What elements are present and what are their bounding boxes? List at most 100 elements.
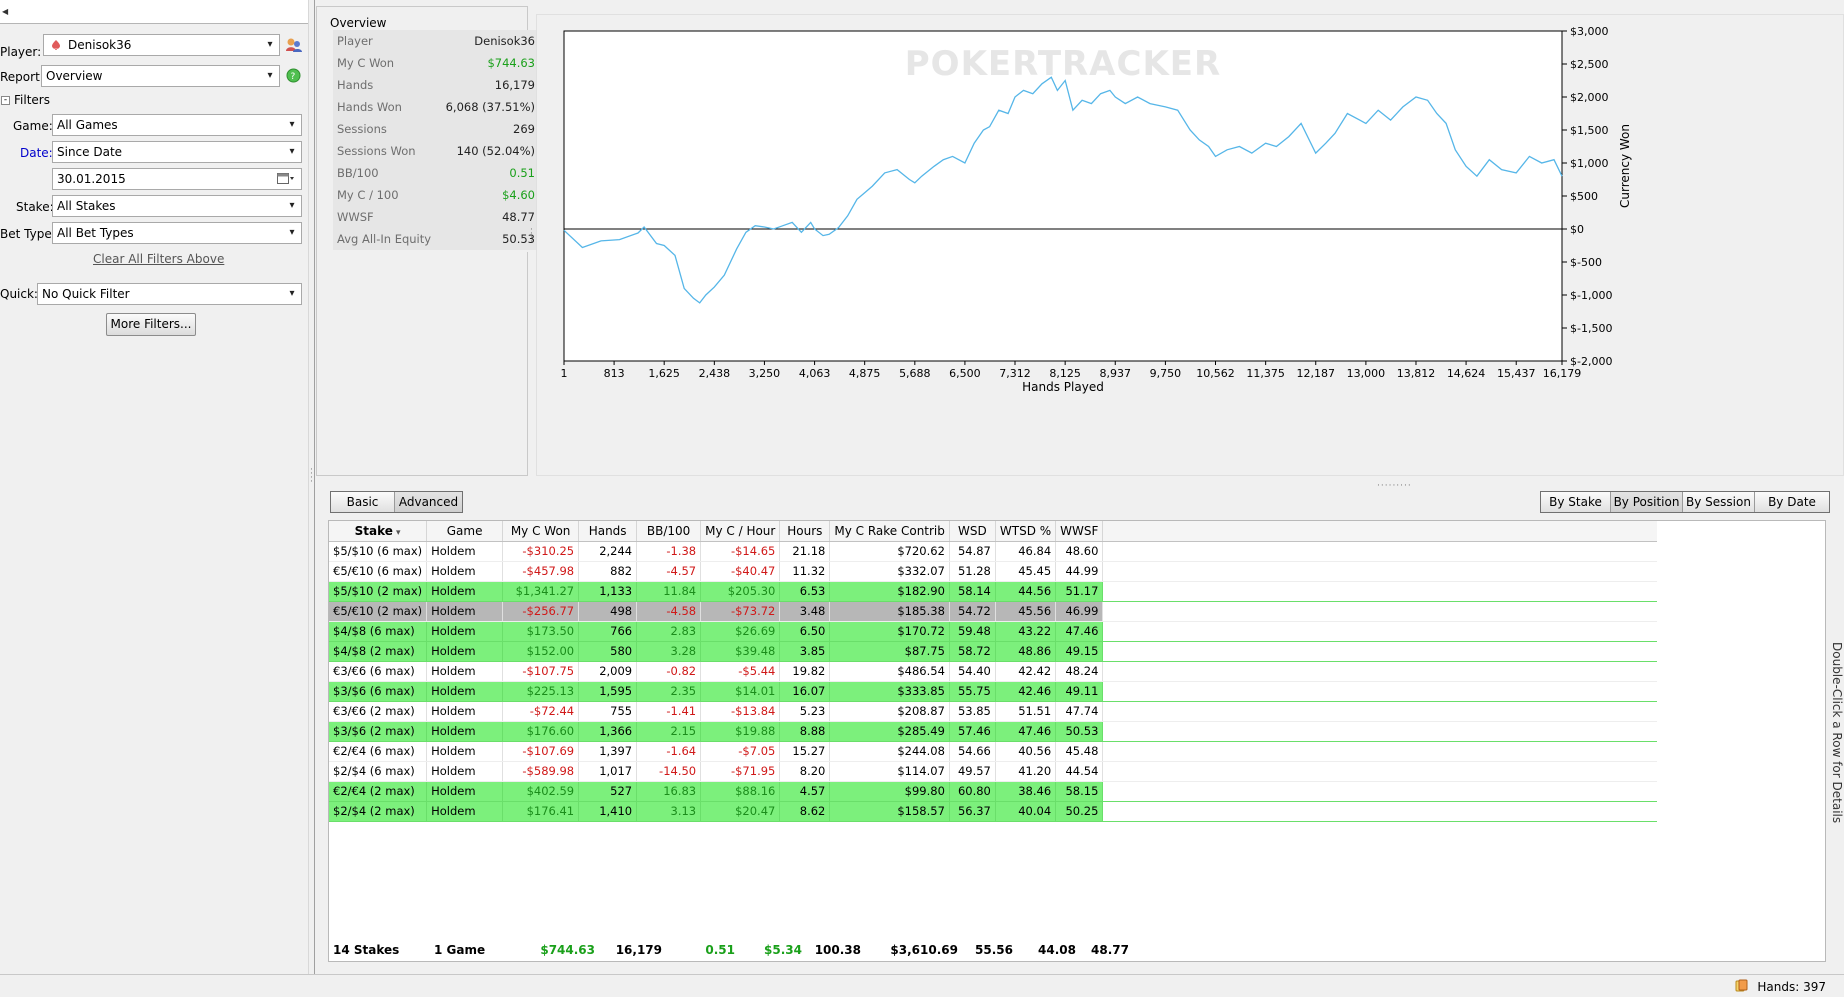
- table-cell: 8.88: [779, 721, 831, 742]
- game-select[interactable]: All Games ▾: [52, 114, 302, 136]
- tab-basic[interactable]: Basic: [331, 492, 395, 512]
- date-label[interactable]: Date:: [20, 146, 53, 160]
- table-cell: 56.37: [949, 801, 996, 822]
- table-row[interactable]: $3/$6 (2 max) Holdem $176.60 1,366 2.15 $19.8…: [329, 721, 1657, 742]
- players-icon[interactable]: [285, 36, 303, 54]
- overview-row-value: 0.51: [509, 166, 535, 180]
- table-cell: $5/$10 (6 max): [329, 541, 428, 562]
- tab-by-position[interactable]: By Position: [1611, 492, 1683, 512]
- column-header[interactable]: WSD: [949, 521, 996, 542]
- panel-splitter[interactable]: · · · ·: [308, 0, 315, 974]
- table-cell: 11.32: [779, 561, 831, 582]
- table-row[interactable]: €2/€4 (2 max) Holdem $402.59 527 16.83 $88.16…: [329, 781, 1657, 802]
- dropdown-arrow-icon[interactable]: ▾: [289, 288, 295, 299]
- table-row[interactable]: $3/$6 (6 max) Holdem $225.13 1,595 2.35 $14.0…: [329, 681, 1657, 702]
- overview-row-value: $4.60: [502, 188, 535, 202]
- table-row[interactable]: €5/€10 (6 max) Holdem -$457.98 882 -4.57 -$40…: [329, 561, 1657, 582]
- table-cell: $720.62: [829, 541, 950, 562]
- column-header-label: Stake: [354, 523, 393, 538]
- clear-filters-link[interactable]: Clear All Filters Above: [93, 252, 225, 266]
- table-cell: $39.48: [700, 641, 781, 662]
- table-cell: $182.90: [829, 581, 950, 602]
- y-axis-label: Currency Won: [1618, 124, 1632, 208]
- tab-by-session[interactable]: By Session: [1683, 492, 1755, 512]
- table-row[interactable]: $2/$4 (2 max) Holdem $176.41 1,410 3.13 $20.4…: [329, 801, 1657, 822]
- column-header[interactable]: Hours: [779, 521, 831, 542]
- row-filler: [1102, 781, 1657, 802]
- table-cell: 38.46: [995, 781, 1057, 802]
- bet-type-select[interactable]: All Bet Types ▾: [52, 222, 302, 244]
- table-cell: 47.46: [995, 721, 1057, 742]
- report-select[interactable]: Overview ▾: [41, 65, 280, 87]
- y-tick-label: $3,000: [1570, 25, 1609, 38]
- collapse-arrow-icon[interactable]: ◀: [2, 7, 9, 16]
- column-header[interactable]: My C Won: [502, 521, 580, 542]
- table-cell: Holdem: [426, 601, 504, 622]
- dropdown-arrow-icon[interactable]: ▾: [289, 119, 295, 130]
- tab-advanced[interactable]: Advanced: [395, 492, 462, 512]
- table-cell: $332.07: [829, 561, 950, 582]
- calendar-icon[interactable]: [277, 173, 295, 185]
- table-cell: 1,397: [578, 741, 638, 762]
- table-header-row: Stake ▾ Game My C Won Hands BB/100 My C / Hou…: [329, 521, 1657, 542]
- column-header[interactable]: BB/100: [636, 521, 702, 542]
- overview-row: Avg All-In Equity 50.53: [333, 228, 539, 252]
- total-cell: $744.63: [540, 943, 595, 957]
- overview-row-label: My C / 100: [337, 188, 399, 202]
- table-row[interactable]: $5/$10 (6 max) Holdem -$310.25 2,244 -1.38 -$…: [329, 541, 1657, 562]
- table-row[interactable]: €5/€10 (2 max) Holdem -$256.77 498 -4.58 -$73…: [329, 601, 1657, 622]
- player-select[interactable]: Denisok36 ▾: [43, 34, 280, 56]
- total-cell: 48.77: [1091, 943, 1129, 957]
- table-row[interactable]: $5/$10 (2 max) Holdem $1,341.27 1,133 11.84 $…: [329, 581, 1657, 602]
- tab-by-stake[interactable]: By Stake: [1541, 492, 1611, 512]
- stake-label: Stake:: [16, 200, 54, 214]
- table-cell: $4/$8 (2 max): [329, 641, 428, 662]
- dropdown-arrow-icon[interactable]: ▾: [289, 146, 295, 157]
- quick-filter-select[interactable]: No Quick Filter ▾: [37, 283, 302, 305]
- x-tick-label: 9,750: [1150, 367, 1182, 380]
- table-row[interactable]: $4/$8 (6 max) Holdem $173.50 766 2.83 $26.69 6…: [329, 621, 1657, 642]
- panel-header: ◀: [0, 0, 308, 24]
- dropdown-arrow-icon[interactable]: ▾: [289, 227, 295, 238]
- filters-collapse-toggle[interactable]: -: [1, 96, 10, 105]
- x-tick-label: 5,688: [899, 367, 931, 380]
- table-cell: 58.72: [949, 641, 996, 662]
- table-cell: 51.17: [1055, 581, 1104, 602]
- grip-icon: · · · ·: [310, 465, 313, 487]
- column-header[interactable]: WWSF: [1055, 521, 1104, 542]
- player-select-value: Denisok36: [68, 38, 132, 52]
- table-cell: 766: [578, 621, 638, 642]
- table-cell: -$73.72: [700, 601, 781, 622]
- column-header[interactable]: Game: [426, 521, 504, 542]
- table-cell: 2.83: [636, 621, 702, 642]
- column-header[interactable]: My C / Hour: [700, 521, 781, 542]
- grip-icon[interactable]: ·········: [1377, 481, 1412, 491]
- table-row[interactable]: €3/€6 (2 max) Holdem -$72.44 755 -1.41 -$13.8…: [329, 701, 1657, 722]
- column-header[interactable]: My C Rake Contrib: [829, 521, 950, 542]
- table-cell: 48.24: [1055, 661, 1104, 682]
- date-mode-select[interactable]: Since Date ▾: [52, 141, 302, 163]
- table-row[interactable]: €2/€4 (6 max) Holdem -$107.69 1,397 -1.64 -$7…: [329, 741, 1657, 762]
- dropdown-arrow-icon[interactable]: ▾: [289, 200, 295, 211]
- dropdown-arrow-icon[interactable]: ▾: [267, 70, 273, 81]
- more-filters-button[interactable]: More Filters...: [106, 313, 196, 336]
- help-icon[interactable]: ?: [286, 68, 301, 83]
- stake-select[interactable]: All Stakes ▾: [52, 195, 302, 217]
- column-header[interactable]: Hands: [578, 521, 638, 542]
- overview-row-value: 16,179: [494, 78, 535, 92]
- table-row[interactable]: €3/€6 (6 max) Holdem -$107.75 2,009 -0.82 -$5…: [329, 661, 1657, 682]
- overview-row-label: Sessions Won: [337, 144, 416, 158]
- table-cell: 8.62: [779, 801, 831, 822]
- dropdown-arrow-icon[interactable]: ▾: [267, 39, 273, 50]
- y-tick-label: $2,000: [1570, 91, 1609, 104]
- column-header[interactable]: Stake ▾: [329, 521, 428, 542]
- table-row[interactable]: $4/$8 (2 max) Holdem $152.00 580 3.28 $39.48 3…: [329, 641, 1657, 662]
- tab-by-date[interactable]: By Date: [1755, 492, 1829, 512]
- date-picker[interactable]: 30.01.2015: [52, 168, 302, 190]
- sort-arrow-icon: ▾: [392, 527, 401, 538]
- series-line: [563, 76, 1563, 304]
- table-cell: $208.87: [829, 701, 950, 722]
- column-header[interactable]: WTSD %: [995, 521, 1057, 542]
- report-label: Report:: [0, 70, 44, 84]
- table-row[interactable]: $2/$4 (6 max) Holdem -$589.98 1,017 -14.50 -$…: [329, 761, 1657, 782]
